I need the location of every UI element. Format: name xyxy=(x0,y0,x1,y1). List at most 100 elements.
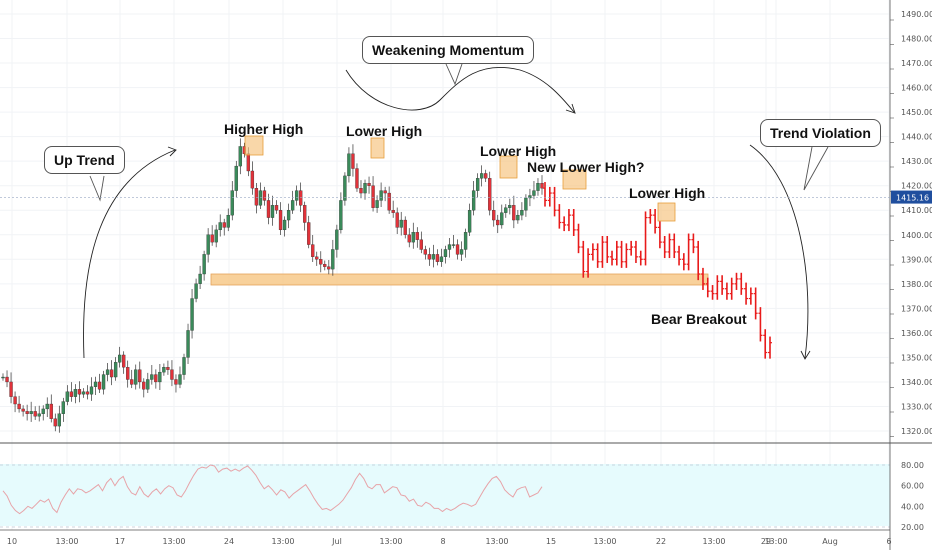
price-tick-label: 1400.00 xyxy=(901,231,932,240)
candle-body xyxy=(528,195,532,199)
support-zone xyxy=(210,273,709,286)
lower-high-label-1: Lower High xyxy=(346,123,423,139)
candle-body xyxy=(383,190,387,194)
candle-body xyxy=(431,254,436,260)
high-marker-box xyxy=(370,137,385,159)
candle-body xyxy=(234,165,238,191)
time-tick-label: 13:00 xyxy=(55,537,78,546)
candle-body xyxy=(266,200,271,218)
candle-body xyxy=(89,386,94,395)
time-tick-label: 13:00 xyxy=(162,537,185,546)
candle-body xyxy=(162,367,166,373)
candle-body xyxy=(29,411,33,414)
candle-body xyxy=(407,234,411,243)
candle-body xyxy=(427,254,432,260)
candle-body xyxy=(238,146,242,167)
candle-body xyxy=(290,200,295,211)
candle-body xyxy=(170,369,174,380)
candle-body xyxy=(488,178,492,211)
price-tick-label: 1460.00 xyxy=(901,84,932,93)
price-tick-label: 1340.00 xyxy=(901,378,932,387)
candle-body xyxy=(467,210,472,233)
candle-body xyxy=(475,178,480,191)
time-tick-label: 17 xyxy=(115,537,125,546)
candle-body xyxy=(198,273,202,284)
candle-body xyxy=(323,264,327,267)
time-tick-label: 24 xyxy=(224,537,234,546)
candle-body xyxy=(190,298,194,331)
candle-body xyxy=(303,205,307,223)
weakening-momentum-arrow xyxy=(345,66,575,113)
candle-body xyxy=(1,376,5,379)
time-tick-label: 8 xyxy=(440,537,445,546)
support-zone-rect xyxy=(210,273,709,286)
time-tick-label: 22 xyxy=(656,537,666,546)
rsi-panel xyxy=(0,464,890,528)
grid xyxy=(0,0,890,530)
candle-body xyxy=(504,207,508,213)
candle-body xyxy=(379,190,383,201)
candle-body xyxy=(142,381,146,390)
price-tick-label: 1320.00 xyxy=(901,427,932,436)
candle-body xyxy=(21,408,25,412)
time-tick-label: Jul xyxy=(331,537,342,546)
candle-body xyxy=(536,183,540,191)
candle-body xyxy=(246,153,251,172)
lower-high-label-3: Lower High xyxy=(629,185,706,201)
candle-body xyxy=(17,403,21,410)
candle-body xyxy=(105,369,110,375)
up-trend-callout: Up Trend xyxy=(44,146,125,174)
candle-body xyxy=(540,183,544,189)
candle-body xyxy=(367,183,371,186)
weakening-momentum-callout: Weakening Momentum xyxy=(362,36,535,64)
high-marker-box xyxy=(562,169,587,190)
candle-body xyxy=(387,192,391,211)
candle-body xyxy=(463,232,468,250)
price-tick-label: 1430.00 xyxy=(901,157,932,166)
candle-body xyxy=(270,205,275,218)
price-tick-label: 1390.00 xyxy=(901,255,932,264)
candle-body xyxy=(339,200,343,231)
candle-body xyxy=(65,391,70,402)
candle-body xyxy=(230,190,234,216)
projection-bars xyxy=(543,182,772,359)
up-trend-arrowhead xyxy=(167,146,177,157)
candle-body xyxy=(411,232,415,243)
candle-body xyxy=(447,244,452,250)
trend-violation-callout: Trend Violation xyxy=(760,119,881,147)
candle-body xyxy=(154,374,158,383)
candle-body xyxy=(516,214,520,221)
candle-body xyxy=(451,244,456,246)
candle-body xyxy=(101,374,106,390)
candle-body xyxy=(138,369,142,383)
candle-body xyxy=(395,212,399,228)
candle-body xyxy=(492,210,496,221)
candle-body xyxy=(97,381,102,390)
candle-body xyxy=(174,379,178,385)
rsi-line xyxy=(2,464,543,515)
candle-body xyxy=(218,222,222,231)
candle-body xyxy=(443,249,448,257)
candle-body xyxy=(81,391,86,395)
time-tick-label: 29 xyxy=(761,537,771,546)
candle-body xyxy=(532,190,536,196)
candle-body xyxy=(363,183,367,194)
price-tick-label: 1330.00 xyxy=(901,402,932,411)
time-tick-label: 13:00 xyxy=(379,537,402,546)
candle-body xyxy=(471,190,476,211)
candle-body xyxy=(335,229,339,250)
candle-body xyxy=(158,371,162,383)
trend-violation-arrow xyxy=(749,144,809,359)
time-tick-label: 13:00 xyxy=(593,537,616,546)
candle-body xyxy=(37,413,41,417)
price-tick-label: 1420.00 xyxy=(901,182,932,191)
candles xyxy=(1,138,544,433)
current-price-badge xyxy=(891,190,932,204)
price-tick-label: 1380.00 xyxy=(901,280,932,289)
candle-body xyxy=(117,354,122,363)
candle-body xyxy=(186,330,190,358)
candle-body xyxy=(299,190,303,206)
